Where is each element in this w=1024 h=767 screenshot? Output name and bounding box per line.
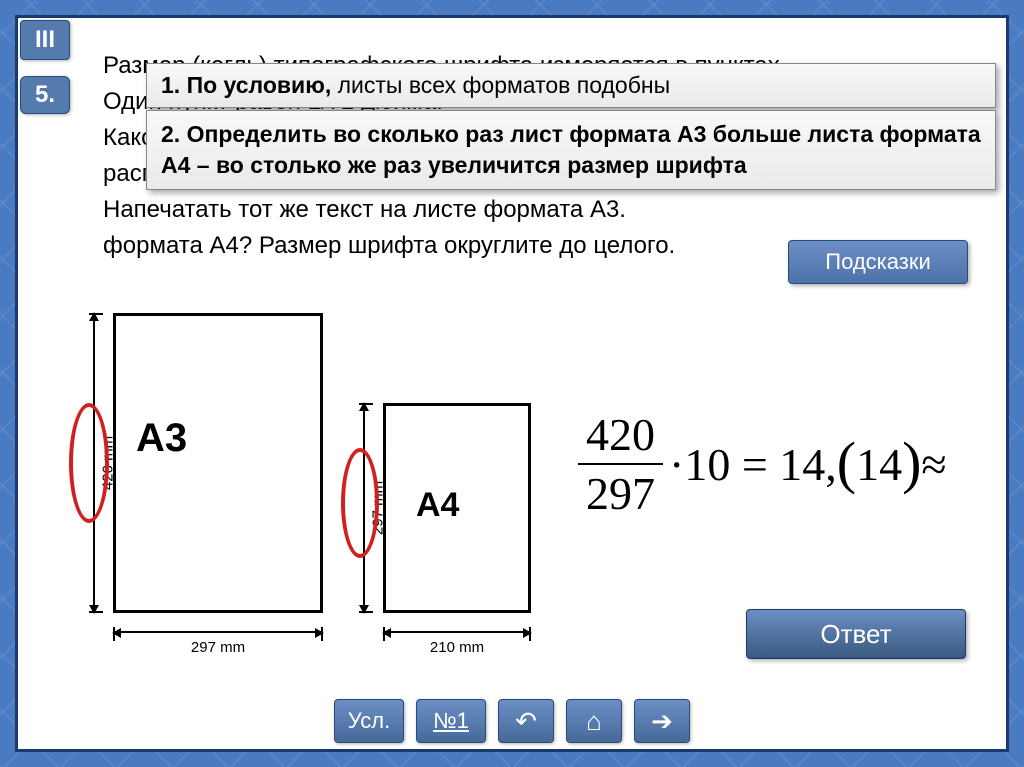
task-number-label: 5. <box>35 81 55 109</box>
a3-label: A3 <box>136 416 187 461</box>
home-icon: ⌂ <box>586 706 602 737</box>
a4-label: A4 <box>416 486 459 525</box>
a3-width-label: 297 mm <box>191 639 245 656</box>
a3-width-dim: 297 mm <box>113 631 323 645</box>
nav-condition-label: Усл. <box>348 708 390 734</box>
hint-1: 1. По условию, листы всех форматов подоб… <box>146 63 996 108</box>
section-badge-label: III <box>35 26 55 54</box>
nav-task1-button[interactable]: №1 <box>416 699 486 743</box>
hint-1-bold: 1. По условию, <box>161 72 331 98</box>
nav-next-button[interactable]: ➔ <box>634 699 690 743</box>
hint-2-text: 2. Определить во сколько раз лист формат… <box>161 121 981 178</box>
close-paren: ) <box>902 429 921 496</box>
sheet-a4: A4 <box>383 403 531 613</box>
bottom-navbar: Усл. №1 ↶ ⌂ ➔ <box>0 693 1024 749</box>
paper-size-diagram: 420 mm A3 297 mm 297 mm A4 210 mm <box>73 313 543 733</box>
hint-1-rest: листы всех форматов подобны <box>331 72 670 98</box>
numerator: 420 <box>578 408 663 463</box>
nav-task1-label: №1 <box>433 708 469 734</box>
task-number-badge: 5. <box>20 76 70 114</box>
sheet-a3: A3 <box>113 313 323 613</box>
highlight-ellipse-a3 <box>69 403 109 523</box>
nav-condition-button[interactable]: Усл. <box>334 699 404 743</box>
approx-sign: ≈ <box>921 438 946 491</box>
hints-button-label: Подсказки <box>825 249 931 275</box>
answer-button-label: Ответ <box>820 619 891 650</box>
back-icon: ↶ <box>515 706 537 737</box>
formula-tail: ·10 = 14, <box>669 438 837 491</box>
section-badge: III <box>20 20 70 60</box>
denominator: 297 <box>578 463 663 520</box>
answer-button[interactable]: Ответ <box>746 609 966 659</box>
highlight-ellipse-a4 <box>341 448 379 558</box>
content-frame: Размер (кегль) типографского шрифта изме… <box>15 15 1009 752</box>
problem-line: Напечатать тот же текст на листе формата… <box>103 192 966 228</box>
nav-home-button[interactable]: ⌂ <box>566 699 622 743</box>
hint-2: 2. Определить во сколько раз лист формат… <box>146 110 996 190</box>
calculation-formula: 420 297 ·10 = 14, ( 14 ) ≈ <box>578 408 947 520</box>
next-icon: ➔ <box>651 706 673 737</box>
open-paren: ( <box>837 429 856 496</box>
a4-width-dim: 210 mm <box>383 631 531 645</box>
paren-number: 14 <box>856 438 902 491</box>
fraction: 420 297 <box>578 408 663 520</box>
a4-width-label: 210 mm <box>430 639 484 656</box>
hints-button[interactable]: Подсказки <box>788 240 968 284</box>
nav-back-button[interactable]: ↶ <box>498 699 554 743</box>
